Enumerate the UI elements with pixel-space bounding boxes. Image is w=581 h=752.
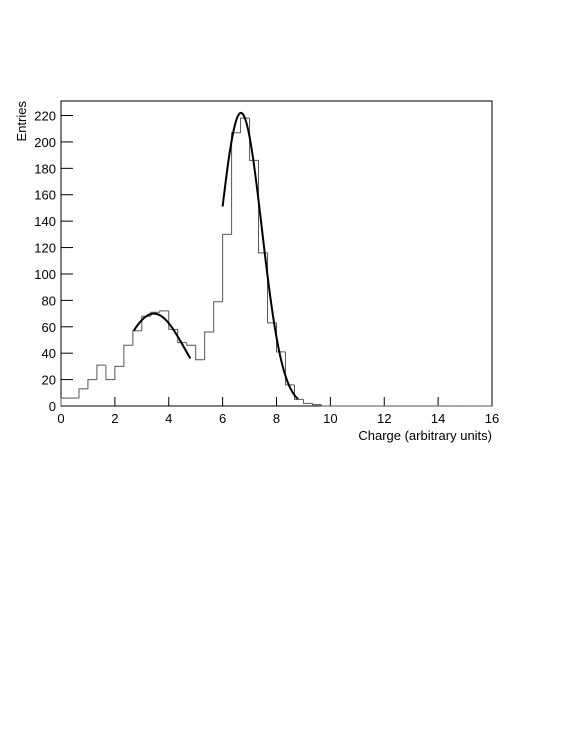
- histogram-bin: [284, 351, 295, 386]
- y-tick-label: 160: [34, 188, 56, 203]
- histogram-bin: [213, 301, 223, 333]
- y-tick-label: 60: [42, 320, 56, 335]
- histogram-bin: [177, 329, 187, 344]
- y-tick-label: 200: [34, 135, 56, 150]
- x-tick-label: 0: [57, 411, 64, 426]
- histogram-bin: [204, 331, 214, 360]
- histogram-bin: [78, 388, 88, 399]
- y-axis-title: Entries: [14, 101, 29, 142]
- histogram-bin: [132, 330, 142, 346]
- gaussian-fit: [221, 111, 299, 400]
- histogram-bin: [96, 364, 106, 380]
- histogram-bin: [168, 310, 178, 330]
- y-tick-label: 120: [34, 241, 56, 256]
- histogram-bin: [114, 365, 124, 380]
- histogram-bin: [320, 404, 331, 407]
- y-tick-label: 0: [49, 399, 56, 414]
- histogram-bin: [195, 345, 205, 361]
- x-tick-label: 4: [165, 411, 172, 426]
- y-tick-label: 80: [42, 293, 56, 308]
- histogram-bin: [302, 399, 313, 404]
- histogram-bin: [222, 233, 232, 302]
- x-tick-label: 16: [485, 411, 499, 426]
- y-tick-label: 220: [34, 109, 56, 124]
- y-tick-label: 100: [34, 267, 56, 282]
- histogram-bin: [87, 379, 97, 389]
- x-tick-label: 2: [111, 411, 118, 426]
- x-axis-title: Charge (arbitrary units): [358, 428, 492, 443]
- gaussian-fit: [132, 312, 192, 359]
- histogram-bin: [186, 342, 196, 346]
- histogram-bin: [159, 310, 169, 313]
- x-tick-label: 10: [323, 411, 337, 426]
- x-tick-label: 6: [219, 411, 226, 426]
- x-tick-label: 12: [377, 411, 391, 426]
- histogram-bin: [105, 365, 115, 381]
- histogram-bin: [240, 117, 250, 133]
- x-tick-label: 8: [273, 411, 280, 426]
- histogram-bin: [293, 384, 304, 400]
- y-tick-label: 40: [42, 346, 56, 361]
- histogram-bin: [123, 344, 133, 367]
- y-tick-label: 180: [34, 161, 56, 176]
- histogram-bin: [60, 397, 70, 406]
- y-tick-label: 140: [34, 214, 56, 229]
- x-tick-label: 14: [431, 411, 445, 426]
- histogram-bin: [311, 403, 322, 406]
- y-tick-label: 20: [42, 373, 56, 388]
- histogram-bin: [231, 132, 241, 235]
